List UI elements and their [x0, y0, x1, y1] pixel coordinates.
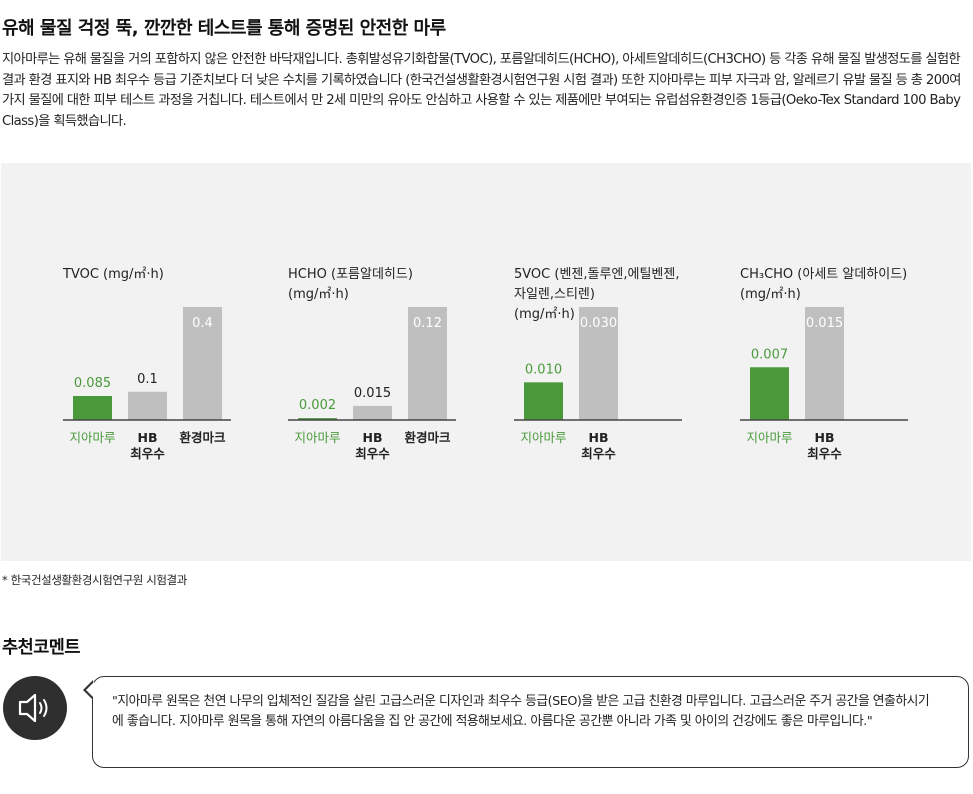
category-label: 지아마루 [294, 430, 340, 445]
value-label: 0.030 [580, 316, 617, 331]
category-label: HB [363, 430, 383, 445]
bubble-tail-fill [86, 682, 94, 698]
chart-title: HCHO (포름알데히드) [288, 267, 413, 282]
category-label: HB [815, 430, 835, 445]
comment-bubble [92, 676, 969, 768]
bar [128, 391, 167, 420]
bar [353, 405, 392, 420]
chart-title: (mg/㎡·h) [288, 287, 349, 302]
chart-title: 5VOC (벤젠,돌루엔,에틸벤젠, [514, 267, 680, 282]
category-label: 최우수 [581, 446, 616, 461]
recommend-title: 추천코멘트 [2, 638, 81, 658]
category-label: HB [138, 430, 158, 445]
chart-title: 자일렌,스티렌) [514, 287, 595, 302]
category-label: 지아마루 [69, 430, 115, 445]
speaker-button[interactable] [3, 676, 67, 740]
value-label: 0.12 [413, 316, 442, 331]
value-label: 0.085 [74, 376, 111, 391]
chart-panel: TVOC (mg/㎡·h) 0.085 지아마루 0.1 HB 최우수 0.4 환경마크 HCH… [1, 163, 971, 561]
bar [805, 307, 844, 420]
bar [298, 418, 337, 420]
value-label: 0.015 [806, 316, 843, 331]
intro-paragraph: 지아마루는 유해 물질을 거의 포함하지 않은 안전한 바닥재입니다. 총휘발성… [2, 52, 961, 129]
bar [73, 395, 112, 420]
speaker-icon [18, 693, 48, 723]
bar [579, 307, 618, 420]
category-label: 지아마루 [746, 430, 792, 445]
chart-title: TVOC (mg/㎡·h) [62, 267, 164, 282]
value-label: 0.007 [751, 347, 788, 362]
test-source-note: * 한국건설생활환경시험연구원 시험결과 [2, 573, 187, 587]
chart-title: (mg/㎡·h) [740, 287, 801, 302]
chart-title: CH₃CHO (아세트 알데하이드) [740, 267, 907, 282]
category-label: 환경마크 [404, 430, 451, 445]
category-label: 최우수 [130, 446, 165, 461]
category-label: 최우수 [807, 446, 842, 461]
category-label: HB [589, 430, 609, 445]
value-label: 0.1 [137, 372, 158, 387]
chart-title: (mg/㎡·h) [514, 307, 575, 322]
bar [524, 382, 563, 420]
value-label: 0.002 [299, 398, 336, 413]
emission-charts: TVOC (mg/㎡·h)0.085지아마루0.1HB최우수0.4환경마크HCH… [62, 267, 908, 461]
bar [408, 307, 447, 420]
page-title: 유해 물질 걱정 뚝, 깐깐한 테스트를 통해 증명된 안전한 마루 [2, 18, 446, 39]
value-label: 0.010 [525, 362, 562, 377]
category-label: 최우수 [355, 446, 390, 461]
recommend-comment: "지아마루 원목은 천연 나무의 입체적인 질감을 살린 고급스러운 디자인과 … [112, 694, 930, 729]
category-label: 환경마크 [179, 430, 226, 445]
value-label: 0.4 [192, 316, 213, 331]
bar [183, 307, 222, 420]
bar [750, 367, 789, 420]
category-label: 지아마루 [520, 430, 566, 445]
value-label: 0.015 [354, 386, 391, 401]
